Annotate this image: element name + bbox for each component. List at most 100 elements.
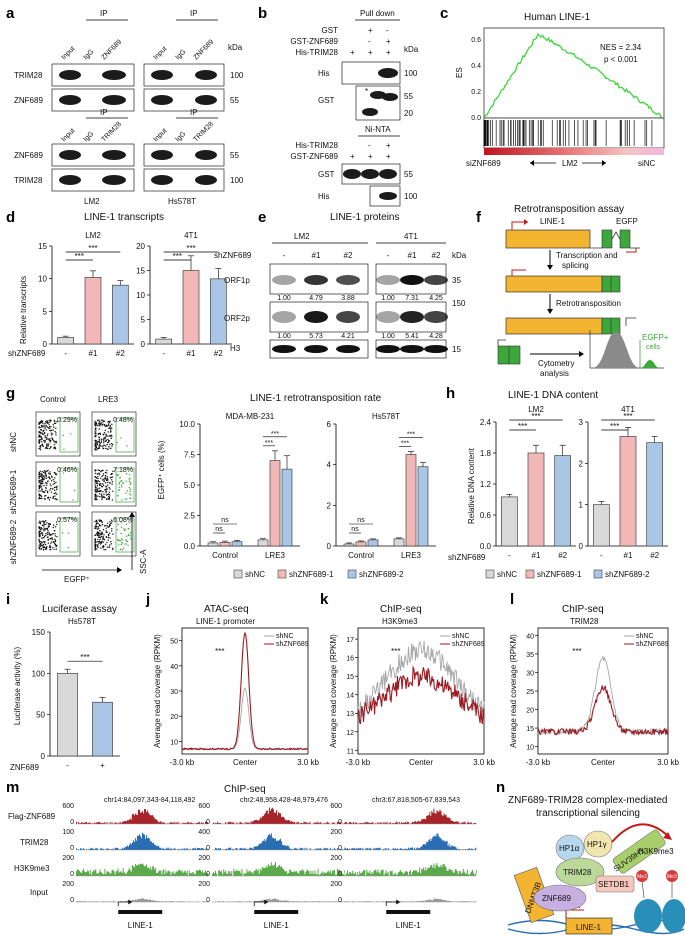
a-row-label: TRIM28 xyxy=(14,176,43,185)
b-sign: + xyxy=(368,152,373,161)
a-mw: 55 xyxy=(230,96,239,105)
a-mw: 55 xyxy=(230,151,239,160)
a-ip-label: IP xyxy=(100,108,108,117)
bar xyxy=(269,460,281,547)
y-tick-label: 15 xyxy=(38,242,47,251)
y-tick-label: 2 xyxy=(579,459,584,468)
a-lane-label: IgG xyxy=(174,48,187,61)
panel-b: b Pull down GST GST-ZNF689 His-TRIM28 + -… xyxy=(258,5,419,207)
b-sign: - xyxy=(368,141,371,150)
panel-a: a IP Input IgG ZNF689 TRIM28 ZNF689 IP k… xyxy=(6,5,244,206)
sig-mark: *** xyxy=(401,440,409,447)
f-step1: Transcription and xyxy=(556,251,618,260)
g-row-label: shNC xyxy=(9,432,18,452)
sig-mark: *** xyxy=(531,412,540,421)
panel-k: k ChIP-seq H3K9me3 11 12 13 14 15 16 17 Average… xyxy=(320,591,495,767)
y-tick-label: 5.0 xyxy=(184,481,196,490)
panel-h: h LINE-1 DNA content Relative DNA conten… xyxy=(446,385,668,579)
panel-label-m: m xyxy=(6,779,19,796)
profile-line-shznf689 xyxy=(181,631,309,751)
e-band-orf1p xyxy=(272,275,296,285)
bar xyxy=(207,542,219,547)
n-line1-label: LINE-1 xyxy=(576,923,601,932)
c-pvalue: p < 0.001 xyxy=(604,55,638,64)
y-tick-label: 50 xyxy=(36,711,45,720)
y-tick-label: 15 xyxy=(526,726,534,733)
y-tick-label: 5 xyxy=(141,316,146,325)
m-scale-zero: 0 xyxy=(206,819,210,826)
b-sign: + xyxy=(386,152,391,161)
e-band-orf1p xyxy=(424,275,448,285)
e-band-orf2p xyxy=(304,311,328,323)
e-band-orf2p xyxy=(376,311,400,323)
m-locus: chr3:67,818,505-67,839,543 xyxy=(372,797,460,804)
e-lane-label: #2 xyxy=(344,251,353,260)
n-me3: Me3 xyxy=(637,874,647,880)
m-scale-zero: 0 xyxy=(70,871,74,878)
bar xyxy=(554,455,572,547)
panel-i: i Luciferase assay Hs578T Luciferase act… xyxy=(6,591,120,772)
bar xyxy=(231,541,243,547)
x-tick-label: LRE3 xyxy=(265,551,286,560)
b-row-label: His-TRIM28 xyxy=(295,141,338,150)
a-cell-label: Hs578T xyxy=(168,197,196,206)
b-mw: 100 xyxy=(404,69,418,78)
a-lane-label: ZNF689 xyxy=(100,39,123,62)
a-lane-label: TRIM28 xyxy=(192,121,215,144)
c-left-label: siZNF689 xyxy=(466,159,501,168)
y-tick-label: 15 xyxy=(346,674,354,681)
bar xyxy=(619,436,637,547)
h-ylabel: Relative DNA content xyxy=(467,447,476,524)
f-step3b: analysis xyxy=(540,369,569,378)
legend-label: shZNF689-2 xyxy=(359,570,404,579)
g-flow-percent: 0.57% xyxy=(57,517,77,524)
legend-label: shZNF689-1 xyxy=(537,570,582,579)
b-sign: + xyxy=(350,48,355,57)
f-egfp-cells: EGFP+ xyxy=(642,333,669,342)
b-sign: + xyxy=(386,141,391,150)
e-lane-label: - xyxy=(283,251,286,260)
y-tick-label: 10.0 xyxy=(179,420,195,429)
x-tick-label: #1 xyxy=(532,551,541,560)
e-band-orf2p xyxy=(336,311,360,323)
h-title: LINE-1 DNA content xyxy=(508,390,598,401)
profile-line-shznf689 xyxy=(357,665,485,725)
n-hp1g-label: HP1γ xyxy=(587,840,607,849)
x-tick-label: -3.0 kb xyxy=(170,758,195,767)
panel-label-f: f xyxy=(476,209,482,226)
y-tick-label: 0 xyxy=(579,542,584,551)
m-gene-label: LINE-1 xyxy=(396,921,421,930)
bar xyxy=(527,452,545,547)
m-gene-bar xyxy=(118,910,163,914)
m-track-signal xyxy=(212,862,345,876)
b-mw: 20 xyxy=(404,109,413,118)
y-tick-label: 10 xyxy=(136,291,145,300)
e-band-h3 xyxy=(336,345,360,353)
a-row-label: ZNF689 xyxy=(14,96,43,105)
n-nucleosome xyxy=(634,899,662,933)
f-step2: Retrotransposition xyxy=(556,299,621,308)
m-track-signal xyxy=(76,898,209,902)
y-tick-label: 2.5 xyxy=(184,512,196,521)
m-gene-bar xyxy=(254,910,299,914)
a-lane-label: IgG xyxy=(82,48,95,61)
chart-name: LM2 xyxy=(528,405,544,414)
x-tick-label: #2 xyxy=(214,349,223,358)
g-flow-percent: 0.46% xyxy=(57,467,77,474)
m-scale-zero: 0 xyxy=(70,819,74,826)
bar xyxy=(405,454,417,547)
e-band-orf2p xyxy=(400,311,424,323)
c-hit-ticks xyxy=(483,120,653,146)
c-es-curve xyxy=(483,33,664,119)
n-trim28-label: TRIM28 xyxy=(563,868,592,877)
x-tick-label: - xyxy=(162,349,165,358)
legend-swatch xyxy=(485,569,495,579)
y-tick-label: 30 xyxy=(526,670,534,677)
panel-label-b: b xyxy=(258,5,267,22)
a-cell-label: LM2 xyxy=(84,197,100,206)
e-band-orf2p xyxy=(272,311,296,323)
g-col-label: Control xyxy=(40,395,66,404)
a-lane-label: Input xyxy=(152,45,168,61)
a-lane-label: Input xyxy=(152,127,168,143)
n-mark-label: H3K9me3 xyxy=(638,847,674,856)
